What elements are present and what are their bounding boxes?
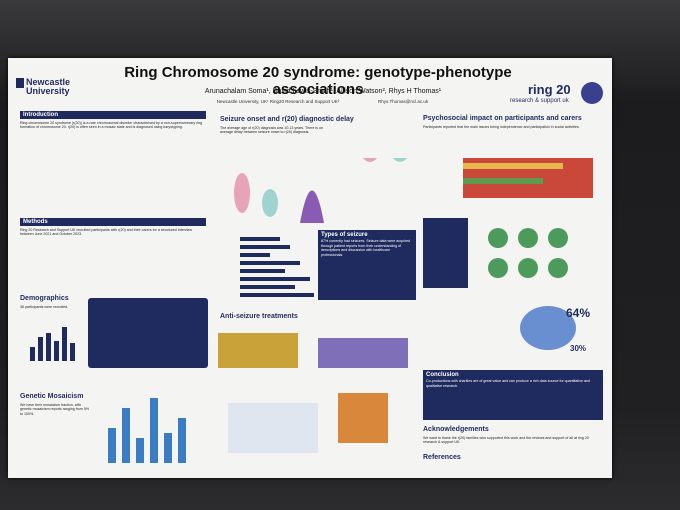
map-panel: [88, 298, 208, 368]
psychosocial-charts: [423, 158, 593, 288]
section-heading: Anti-seizure treatments: [220, 313, 298, 320]
section-text: 87% currently had seizures. Seizure data…: [321, 239, 411, 257]
section-text: 36 participants were recruited.: [20, 305, 69, 309]
seizure-type-chart: [240, 237, 314, 297]
section-heading: References: [423, 454, 461, 461]
section-heading: Methods: [20, 218, 206, 226]
section-heading: Psychosocial impact on participants and …: [423, 115, 582, 122]
section-heading: Conclusion: [426, 372, 459, 378]
left-logo: Newcastle University: [26, 77, 71, 96]
section-text: The average age of r(20) diagnosis was 1…: [220, 126, 324, 135]
section-text: We want to thank the r(20) families who …: [423, 436, 589, 445]
crest: [16, 78, 24, 88]
section-heading: Types of seizure: [321, 232, 368, 238]
right-logo-sub: research & support uk: [510, 98, 569, 104]
title: Ring Chromosome 20 syndrome: genotype-ph…: [124, 64, 512, 98]
section-heading: Genetic Mosaicism: [20, 393, 84, 400]
brain-graphic: [520, 306, 576, 350]
stat: 64%: [566, 306, 591, 320]
mosaicism-chart: [108, 398, 186, 463]
section-heading: Acknowledgements: [423, 426, 489, 433]
section-text: Ring 20 Research and Support UK recruite…: [20, 228, 192, 237]
section-text: Participants reported that the main issu…: [423, 125, 580, 129]
authors: Arunachalam Soma¹, David Lewis-Smith¹, A…: [204, 88, 442, 95]
stat: 30%: [570, 344, 587, 353]
ring-icon: [581, 82, 603, 104]
violin-charts: [234, 158, 407, 223]
section-heading: Seizure onset and r(20) diagnostic delay: [220, 116, 354, 123]
conclusion-panel: Conclusion Co-productions with charities…: [423, 370, 603, 420]
treatment-charts: [218, 333, 408, 453]
section-text: We have their mosaicism fraction, with g…: [20, 403, 90, 416]
affiliation: Newcastle University, UK¹ Ring20 Researc…: [216, 99, 340, 104]
section-heading: Introduction: [20, 111, 206, 119]
email: Rhys.Thomas@ncl.ac.uk: [378, 99, 429, 104]
demographic-chart: [30, 327, 75, 361]
types-panel: Types of seizure 87% currently had seizu…: [318, 230, 416, 300]
poster: Newcastle University Ring Chromosome 20 …: [8, 58, 612, 478]
section-heading: Demographics: [20, 295, 69, 302]
section-text: Co-productions with charities are of gre…: [426, 379, 591, 388]
right-logo: ring 20: [528, 82, 571, 97]
section-text: Ring chromosome 20 syndrome (r(20)) is a…: [20, 121, 203, 130]
